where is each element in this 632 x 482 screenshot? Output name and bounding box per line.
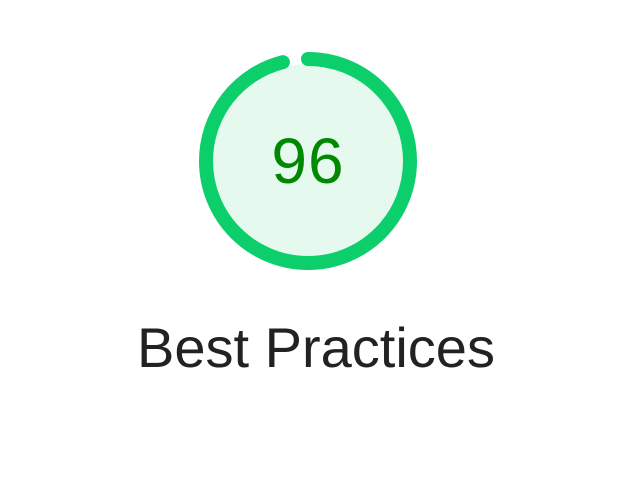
gauge-progress-arc xyxy=(199,52,417,270)
gauge-background-fill xyxy=(211,64,405,258)
category-title[interactable]: Best Practices xyxy=(137,316,495,379)
score-gauge[interactable] xyxy=(193,46,423,276)
score-gauge-svg xyxy=(199,52,417,270)
score-value: 96 xyxy=(271,125,345,197)
